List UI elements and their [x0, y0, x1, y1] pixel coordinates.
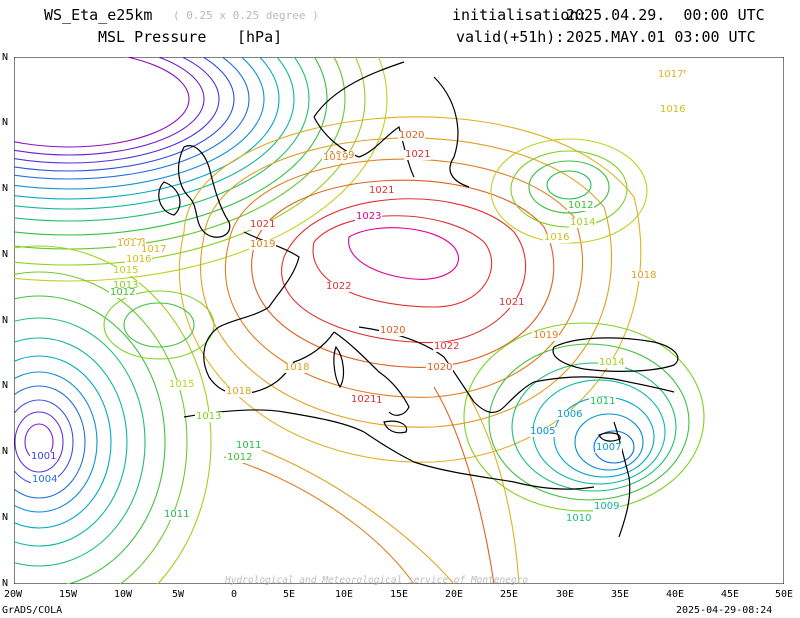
isobar-label: 1020 — [379, 325, 407, 336]
isobar-label: 1010 — [565, 513, 593, 524]
isobar-label: 1011 — [589, 396, 617, 407]
isobar-label: 1012 — [226, 452, 254, 463]
lon-tick: 5W — [172, 589, 185, 600]
isobar-label: 1018 — [283, 362, 311, 373]
isobar-label: 1021 — [350, 394, 378, 405]
isobar-label: 1021 — [498, 297, 526, 308]
lon-tick: 10W — [114, 589, 133, 600]
lon-tick: 30E — [556, 589, 575, 600]
lon-tick: 35E — [611, 589, 630, 600]
isobar-label: 1022 — [433, 341, 461, 352]
model-resolution: ( 0.25 x 0.25 degree ) — [173, 9, 319, 22]
lon-tick: 45E — [721, 589, 740, 600]
isobar-label: 1004 — [31, 474, 59, 485]
lat-tick: N — [2, 446, 9, 457]
lon-tick: 40E — [666, 589, 685, 600]
isobar-label: 1020 — [426, 362, 454, 373]
lon-tick: 5E — [283, 589, 296, 600]
lat-tick: N — [2, 183, 9, 194]
isobar-label: 1021 — [404, 149, 432, 160]
isobar-label: 1009 — [593, 501, 621, 512]
isobar-label: 1022 — [325, 281, 353, 292]
isobar-label: 1018 — [225, 386, 253, 397]
isobar-label: 1012 — [567, 200, 595, 211]
isobar-label: 1011 — [163, 509, 191, 520]
isobar-label: 1017 — [140, 244, 168, 255]
isobar-label: 1023 — [355, 211, 383, 222]
lat-tick: N — [2, 52, 9, 63]
pressure-map — [14, 57, 784, 584]
isobar-label: 1015 — [112, 265, 140, 276]
isobar-label: 1021 — [368, 185, 396, 196]
lat-tick: N — [2, 380, 9, 391]
isobars — [14, 57, 705, 584]
footer-right: 2025-04-29-08:24 — [676, 605, 773, 616]
isobar-label: 1012 — [109, 287, 137, 298]
isobar-label: 1017 — [116, 238, 144, 249]
variable-units: [hPa] — [237, 28, 283, 46]
isobar-label: 1006 — [556, 409, 584, 420]
valid-value: 2025.MAY.01 03:00 UTC — [566, 28, 756, 46]
isobar-label: 1013 — [195, 411, 223, 422]
lat-tick: N — [2, 315, 9, 326]
lat-tick: N — [2, 578, 9, 589]
isobar-label: 1016 — [125, 254, 153, 265]
lon-tick: 50E — [775, 589, 794, 600]
lon-tick: 0 — [231, 589, 238, 600]
isobar-label: 1014 — [569, 217, 597, 228]
init-label: initialisation: — [452, 6, 588, 24]
lon-tick: 20E — [445, 589, 464, 600]
variable-name: MSL Pressure — [98, 28, 207, 46]
lon-tick: 10E — [335, 589, 354, 600]
isobar-label: 1014 — [598, 357, 626, 368]
lon-tick: 15W — [59, 589, 78, 600]
isobar-label: 1019 — [322, 152, 350, 163]
lon-tick: 25E — [500, 589, 519, 600]
lon-tick: 15E — [390, 589, 409, 600]
isobar-label: 1018 — [630, 270, 658, 281]
isobar-label: 1011 — [235, 440, 263, 451]
isobar-label: 1016 — [543, 232, 571, 243]
isobar-label: 1015 — [168, 379, 196, 390]
isobar-label: 1005 — [529, 426, 557, 437]
isobar-label: 1017 — [657, 69, 685, 80]
lat-tick: N — [2, 249, 9, 260]
lat-tick: N — [2, 512, 9, 523]
isobar-label: 1020 — [398, 130, 426, 141]
init-value: 2025.04.29. 00:00 UTC — [566, 6, 765, 24]
lon-tick: 20W — [4, 589, 23, 600]
isobar-label: 1021 — [249, 219, 277, 230]
isobar-label: 1016 — [659, 104, 687, 115]
isobar-label: 1007 — [595, 442, 623, 453]
isobar-label: 1001 — [30, 451, 58, 462]
footer-left: GrADS/COLA — [2, 605, 63, 616]
valid-label: valid(+51h): — [456, 28, 565, 46]
lat-tick: N — [2, 117, 9, 128]
model-name: WS_Eta_e25km — [44, 6, 153, 24]
watermark: Hydrological and Meteorological service … — [225, 575, 529, 586]
isobar-label: 1019 — [532, 330, 560, 341]
isobar-label: 1019 — [249, 239, 277, 250]
isobar-label: 1013 — [112, 280, 140, 291]
